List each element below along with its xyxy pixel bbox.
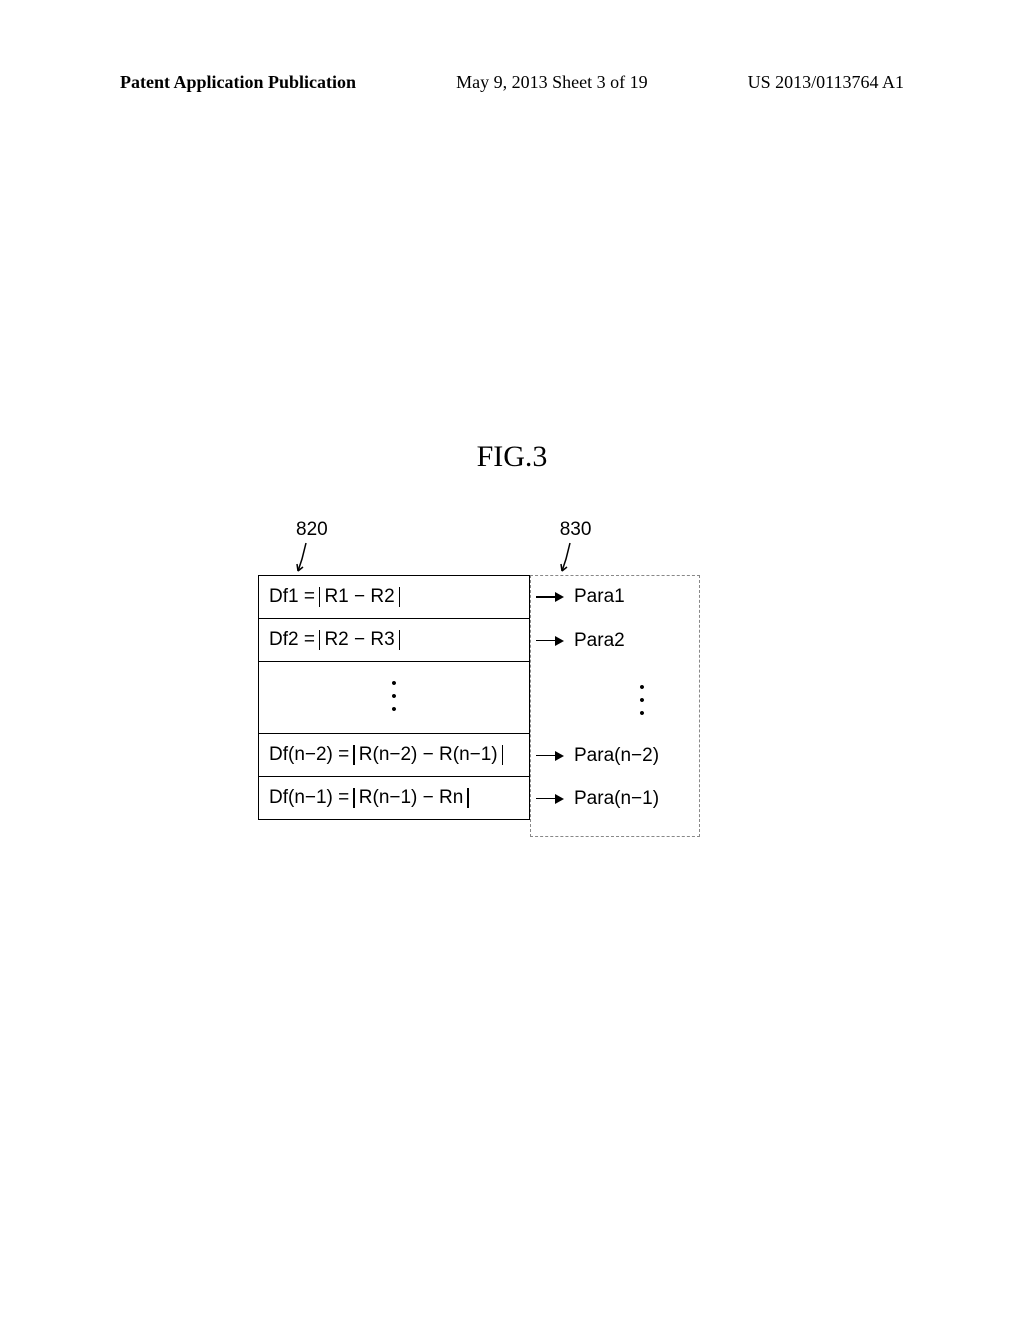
abs-bar-open <box>353 745 355 765</box>
diagram: 820 830 Df1 = R1 − R2 <box>258 535 778 820</box>
abs-bar-open <box>353 788 355 808</box>
df1-lhs: Df1 = <box>269 586 315 608</box>
ref-820-tick <box>296 541 322 573</box>
header-center: May 9, 2013 Sheet 3 of 19 <box>456 72 647 93</box>
row-1: Df1 = R1 − R2 Para1 <box>258 575 778 619</box>
dfn1-lhs: Df(n−1) = <box>269 787 349 809</box>
cell-df1: Df1 = R1 − R2 <box>258 575 530 619</box>
arrow-n2 <box>530 734 568 777</box>
para-dots: ••• <box>568 662 688 734</box>
arrow-dots-spacer <box>530 662 568 734</box>
dfn1-expr: R(n−1) − Rn <box>359 787 464 809</box>
row-n1: Df(n−1) = R(n−1) − Rn Para(n−1) <box>258 777 778 820</box>
row-2: Df2 = R2 − R3 Para2 <box>258 619 778 662</box>
abs-bar-close <box>502 745 504 765</box>
arrow-2 <box>530 619 568 662</box>
header-right: US 2013/0113764 A1 <box>748 72 904 93</box>
figure-title: FIG.3 <box>0 440 1024 474</box>
paran2: Para(n−2) <box>568 734 688 777</box>
arrow-1 <box>530 575 568 619</box>
ref-820-group: 820 <box>296 519 328 573</box>
cell-dfn2: Df(n−2) = R(n−2) − R(n−1) <box>258 734 530 777</box>
ref-830-group: 830 <box>560 519 592 573</box>
df2-expr: R2 − R3 <box>324 629 394 651</box>
paran1: Para(n−1) <box>568 777 688 820</box>
row-dots: ••• ••• <box>258 662 778 734</box>
ref-830-tick <box>560 541 586 573</box>
header-left: Patent Application Publication <box>120 72 356 93</box>
page-header: Patent Application Publication May 9, 20… <box>0 72 1024 93</box>
para2: Para2 <box>568 619 688 662</box>
ref-830-label: 830 <box>560 519 592 540</box>
cell-df2: Df2 = R2 − R3 <box>258 619 530 662</box>
df2-lhs: Df2 = <box>269 629 315 651</box>
arrow-n1 <box>530 777 568 820</box>
ref-820-label: 820 <box>296 519 328 540</box>
row-n2: Df(n−2) = R(n−2) − R(n−1) Para(n−2) <box>258 734 778 777</box>
reference-row: 820 830 <box>258 535 778 573</box>
abs-bar-close <box>399 630 401 650</box>
abs-bar-close <box>467 788 469 808</box>
abs-bar-open <box>319 587 321 607</box>
abs-bar-open <box>319 630 321 650</box>
cell-dots: ••• <box>258 662 530 734</box>
para1: Para1 <box>568 575 688 619</box>
dfn2-lhs: Df(n−2) = <box>269 744 349 766</box>
cell-dfn1: Df(n−1) = R(n−1) − Rn <box>258 777 530 820</box>
dfn2-expr: R(n−2) − R(n−1) <box>359 744 498 766</box>
df1-expr: R1 − R2 <box>324 586 394 608</box>
abs-bar-close <box>399 587 401 607</box>
